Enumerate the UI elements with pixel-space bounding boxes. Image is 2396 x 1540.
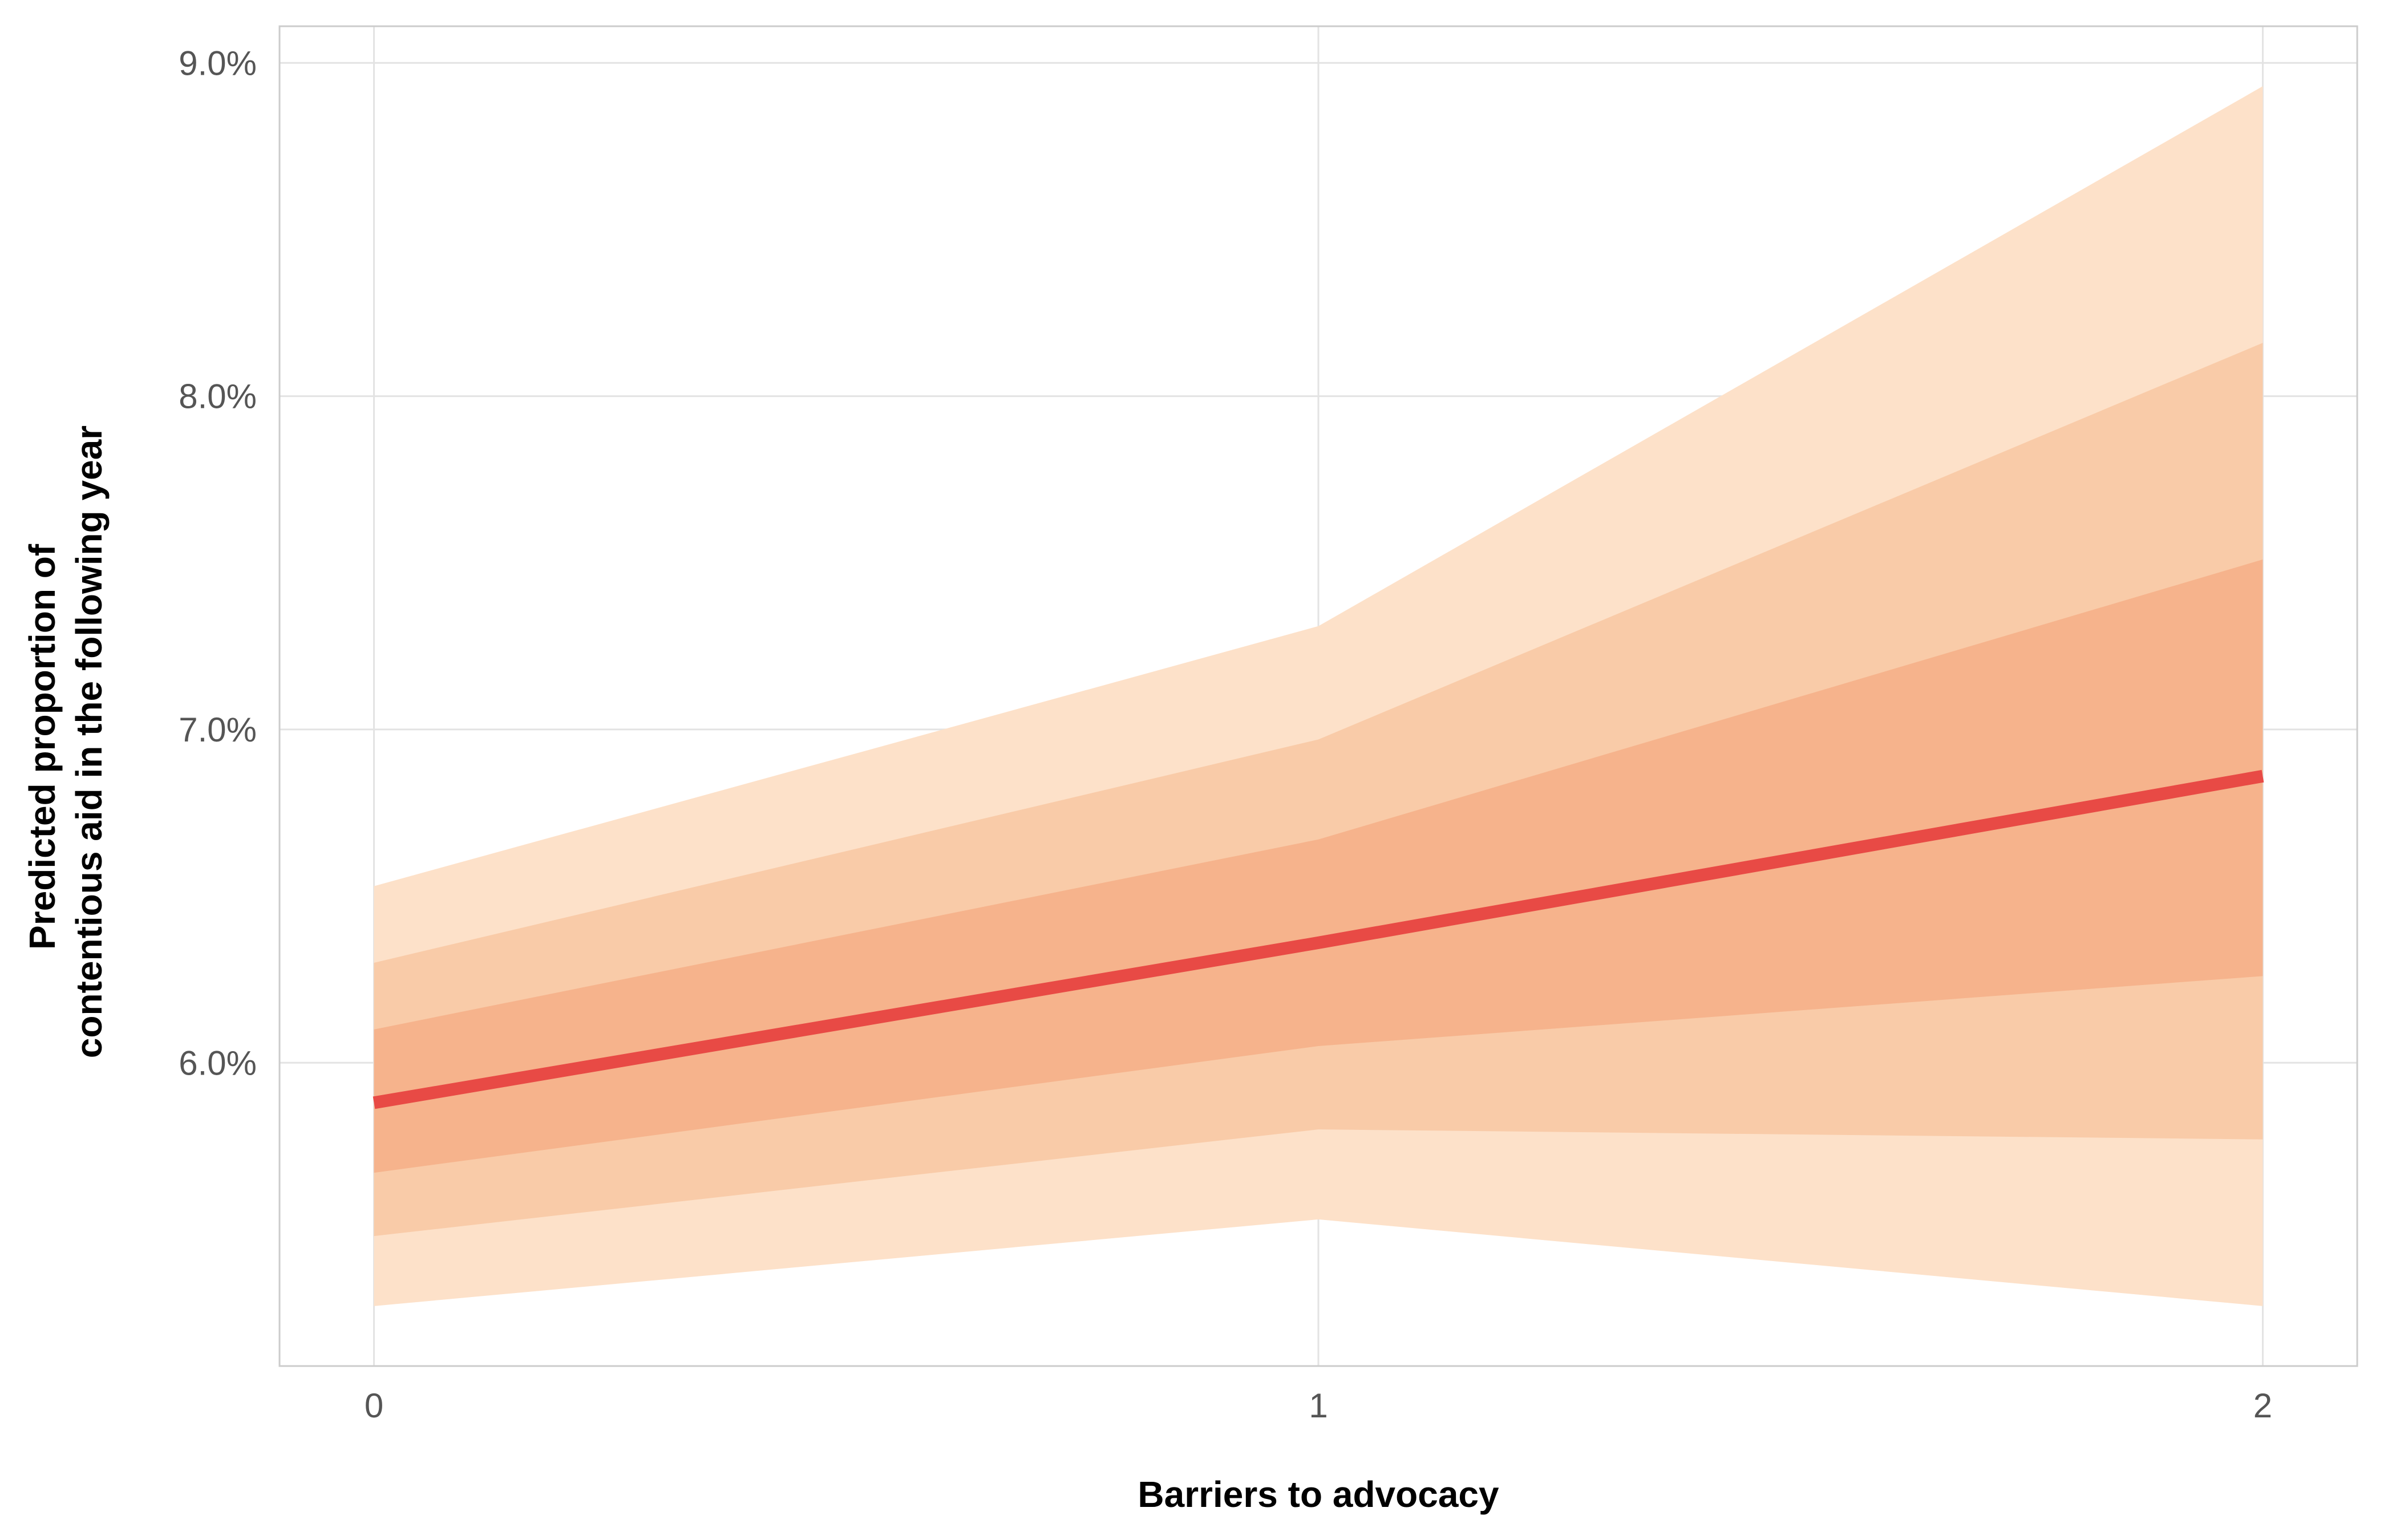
y-tick-labels: 6.0% 7.0% 8.0% 9.0% [179, 44, 257, 1082]
y-axis-title-line-2: contentious aid in the following year [68, 425, 110, 1058]
uncertainty-bands [374, 86, 2263, 1306]
x-axis-title: Barriers to advocacy [1138, 1474, 1499, 1515]
predicted-proportion-line [373, 769, 2264, 1109]
y-tick-label: 7.0% [179, 711, 257, 749]
x-tick-labels: 0 1 2 [365, 1387, 2272, 1425]
y-axis-title: Predicted proportion of contentious aid … [22, 425, 110, 1058]
x-tick-label: 2 [2253, 1387, 2272, 1425]
prediction-lines [373, 769, 2264, 1109]
y-tick-label: 9.0% [179, 44, 257, 82]
x-tick-label: 0 [365, 1387, 383, 1425]
y-axis-title-line-1: Predicted proportion of [22, 544, 63, 950]
plot-frame [278, 25, 2358, 1367]
y-tick-label: 8.0% [179, 378, 257, 416]
x-tick-label: 1 [1309, 1387, 1327, 1425]
y-tick-label: 6.0% [179, 1044, 257, 1082]
